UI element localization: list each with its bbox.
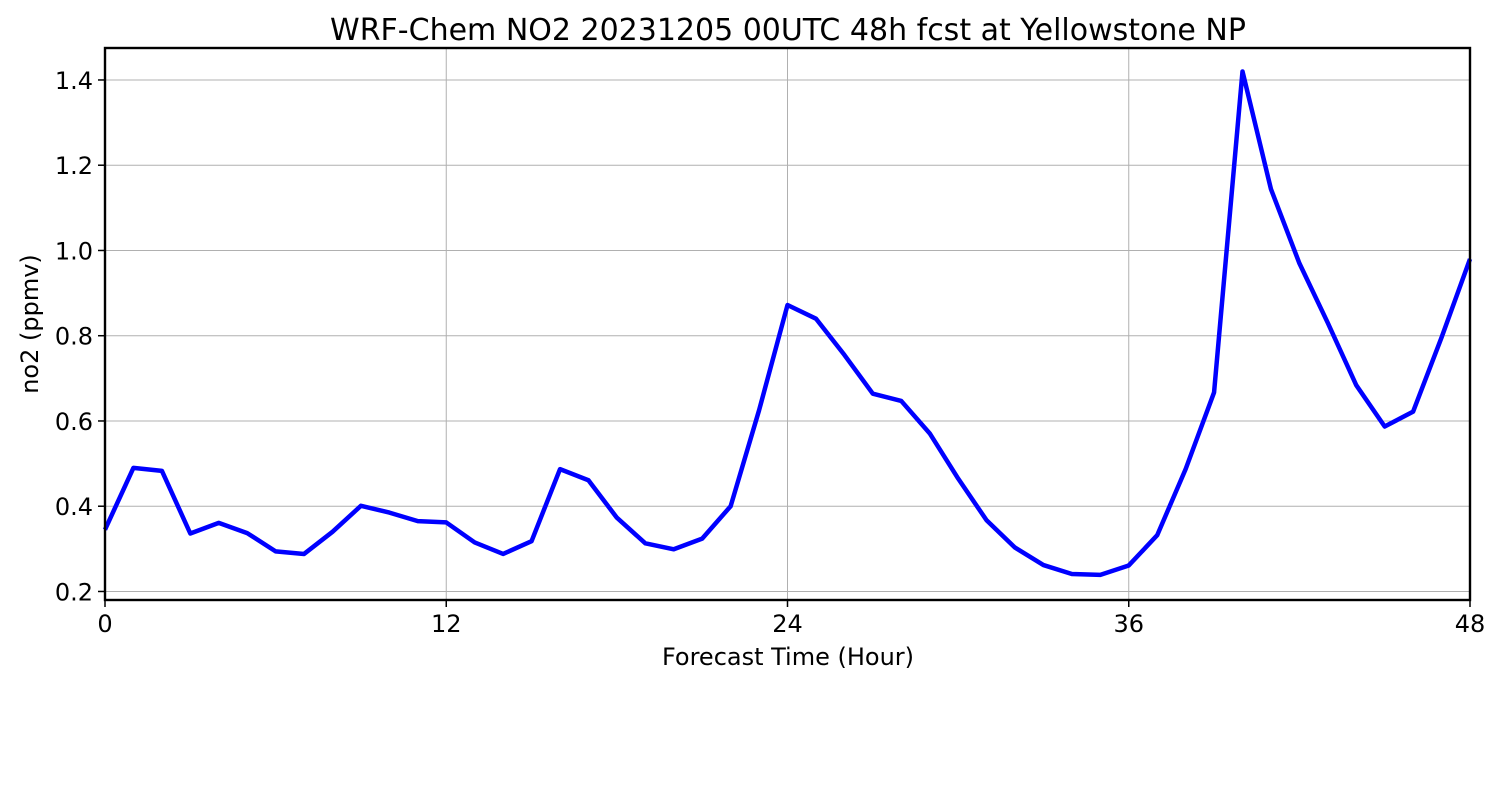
data-point [1098, 573, 1102, 577]
data-point [274, 549, 278, 553]
x-tick-label: 12 [431, 610, 462, 638]
data-point [757, 408, 761, 412]
data-point [1041, 563, 1045, 567]
data-point [928, 431, 932, 435]
series-line [102, 69, 1473, 578]
data-point [302, 552, 306, 556]
data-point [1155, 533, 1159, 537]
grid-lines [104, 48, 1471, 600]
data-point [643, 541, 647, 545]
data-point [1440, 335, 1444, 339]
data-point [1241, 69, 1245, 73]
data-point [1326, 321, 1330, 325]
data-point [245, 531, 249, 535]
data-point [729, 504, 733, 508]
data-point [1013, 546, 1017, 550]
data-point [217, 521, 221, 525]
data-point [700, 537, 704, 541]
data-point [786, 303, 790, 307]
x-tick-label: 48 [1455, 610, 1486, 638]
data-point [558, 467, 562, 471]
axis-ticks: 0 12 24 36 48 0.2 0.4 0.6 0.8 1.0 1.2 1.4 [55, 67, 1485, 638]
y-tick-label: 1.4 [55, 67, 93, 95]
data-point [501, 552, 505, 556]
data-point [1354, 383, 1358, 387]
data-point [672, 547, 676, 551]
chart-title: WRF-Chem NO2 20231205 00UTC 48h fcst at … [330, 13, 1246, 48]
y-tick-label: 0.4 [55, 493, 93, 521]
x-tick-label: 0 [97, 610, 112, 638]
data-point [359, 504, 363, 508]
data-point [160, 469, 164, 473]
data-point [188, 532, 192, 536]
y-tick-label: 1.2 [55, 152, 93, 180]
data-point [331, 530, 335, 534]
data-point [416, 519, 420, 523]
data-point [1070, 572, 1074, 576]
data-point [615, 516, 619, 520]
data-point [131, 466, 135, 470]
data-point [1269, 187, 1273, 191]
data-point [1184, 467, 1188, 471]
y-tick-label: 0.2 [55, 578, 93, 606]
data-point [842, 353, 846, 357]
y-axis-label: no2 (ppmv) [16, 254, 44, 394]
data-point [899, 399, 903, 403]
y-tick-label: 0.8 [55, 323, 93, 351]
y-tick-label: 1.0 [55, 237, 93, 265]
data-point [871, 392, 875, 396]
data-point [1212, 390, 1216, 394]
data-point [586, 478, 590, 482]
data-point [1127, 563, 1131, 567]
data-point [444, 520, 448, 524]
data-point [1383, 425, 1387, 429]
data-point [1411, 410, 1415, 414]
data-point [1297, 261, 1301, 265]
data-point [814, 317, 818, 321]
data-point [530, 539, 534, 543]
data-point [956, 477, 960, 481]
y-tick-label: 0.6 [55, 408, 93, 436]
x-axis-label: Forecast Time (Hour) [662, 643, 914, 671]
series-layer [102, 69, 1473, 578]
data-point [985, 518, 989, 522]
data-point [473, 540, 477, 544]
x-tick-label: 24 [772, 610, 803, 638]
data-point [387, 511, 391, 515]
x-tick-label: 36 [1113, 610, 1144, 638]
